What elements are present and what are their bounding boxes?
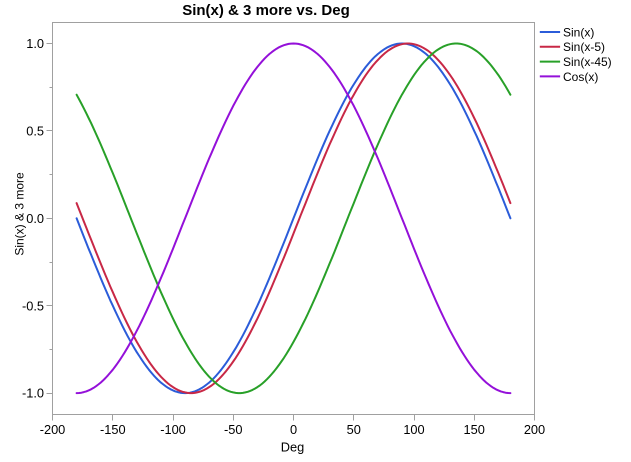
svg-text:Sin(x) & 3 more vs. Deg: Sin(x) & 3 more vs. Deg [182,2,350,19]
svg-text:150: 150 [464,422,485,437]
svg-text:-50: -50 [224,422,243,437]
svg-text:Sin(x): Sin(x) [563,25,594,39]
svg-text:Sin(x) & 3 more: Sin(x) & 3 more [13,172,27,256]
svg-text:100: 100 [403,422,424,437]
svg-text:Deg: Deg [281,439,304,454]
svg-text:Sin(x-5): Sin(x-5) [563,40,605,54]
svg-text:-150: -150 [100,422,126,437]
svg-text:Cos(x): Cos(x) [563,70,598,84]
svg-text:Sin(x-45): Sin(x-45) [563,55,612,69]
svg-text:1.0: 1.0 [26,36,44,51]
svg-text:-100: -100 [160,422,186,437]
svg-text:50: 50 [347,422,361,437]
svg-text:0.5: 0.5 [26,124,44,139]
svg-text:-0.5: -0.5 [22,298,44,313]
svg-text:-1.0: -1.0 [22,386,44,401]
svg-text:200: 200 [524,422,545,437]
svg-text:0: 0 [290,422,297,437]
svg-text:0.0: 0.0 [26,211,44,226]
svg-text:-200: -200 [40,422,66,437]
